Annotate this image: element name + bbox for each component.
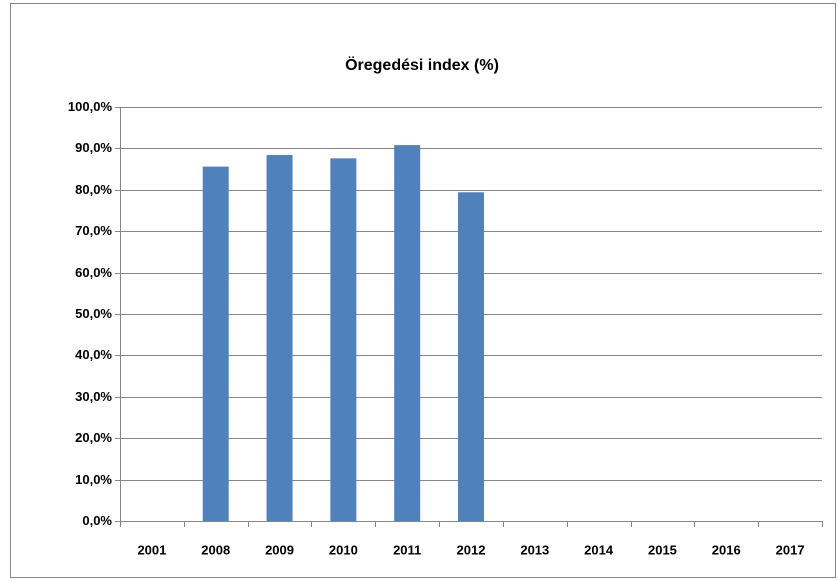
bar	[330, 158, 357, 521]
x-tick-label: 2008	[201, 542, 230, 557]
x-tick-label: 2012	[457, 542, 486, 557]
chart-title: Öregedési index (%)	[345, 55, 499, 74]
bar	[202, 166, 229, 521]
y-tick-label: 70,0%	[75, 223, 112, 238]
y-tick-label: 100,0%	[68, 99, 113, 114]
x-tick-label: 2010	[329, 542, 358, 557]
x-tick-label: 2011	[393, 542, 421, 557]
x-tick-label: 2016	[712, 542, 741, 557]
chart-border	[10, 3, 836, 578]
x-tick-label: 2015	[648, 542, 677, 557]
y-tick-label: 40,0%	[75, 347, 112, 362]
x-tick-label: 2001	[137, 542, 166, 557]
y-tick-label: 80,0%	[75, 182, 112, 197]
y-tick-label: 20,0%	[75, 430, 112, 445]
y-tick-label: 30,0%	[75, 389, 112, 404]
x-tick-label: 2009	[265, 542, 294, 557]
x-tick-label: 2017	[776, 542, 805, 557]
y-tick-label: 10,0%	[75, 472, 112, 487]
y-tick-label: 60,0%	[75, 265, 112, 280]
bar	[394, 145, 421, 521]
y-tick-label: 50,0%	[75, 306, 112, 321]
y-tick-label: 0,0%	[82, 513, 112, 528]
bar	[458, 192, 484, 521]
x-tick-label: 2014	[584, 542, 614, 557]
y-tick-label: 90,0%	[75, 140, 112, 155]
bar	[266, 155, 293, 522]
x-tick-label: 2013	[520, 542, 549, 557]
